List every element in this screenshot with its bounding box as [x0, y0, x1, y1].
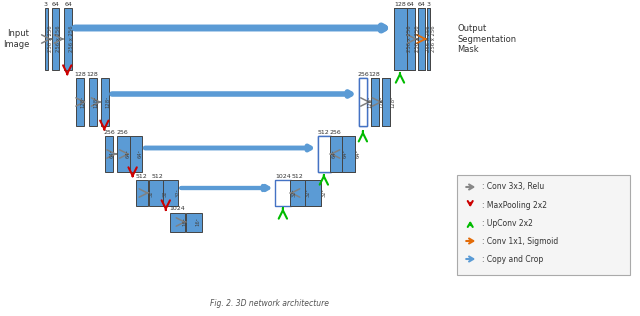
Text: 256: 256	[357, 71, 369, 76]
Bar	[290, 180, 305, 206]
Bar	[275, 180, 291, 206]
Bar	[76, 78, 84, 126]
Text: 128: 128	[394, 2, 406, 7]
Bar	[342, 136, 355, 172]
Text: 1024: 1024	[170, 206, 186, 211]
Text: 3: 3	[426, 2, 430, 7]
Text: 256 x 256: 256 x 256	[415, 26, 420, 52]
Text: Input
Image: Input Image	[3, 29, 29, 49]
Bar	[117, 136, 130, 172]
Bar	[130, 136, 142, 172]
Bar	[64, 8, 72, 70]
Bar	[383, 78, 390, 126]
Text: 256 x 256: 256 x 256	[68, 26, 74, 52]
Text: : Conv 1x1, Sigmoid: : Conv 1x1, Sigmoid	[482, 236, 558, 246]
Text: Fig. 2. 3D network architecture: Fig. 2. 3D network architecture	[210, 299, 329, 308]
Text: 512: 512	[151, 173, 163, 179]
Bar	[394, 8, 407, 70]
Text: : Copy and Crop: : Copy and Crop	[482, 254, 543, 264]
Bar	[417, 8, 426, 70]
Bar	[330, 136, 342, 172]
Bar	[359, 78, 367, 126]
Bar	[318, 136, 331, 172]
Text: 256 x 256: 256 x 256	[56, 26, 61, 52]
Text: 16²: 16²	[183, 217, 188, 227]
Text: 128: 128	[87, 71, 99, 76]
Text: 1024: 1024	[275, 173, 291, 179]
Bar	[170, 213, 186, 232]
Bar	[407, 8, 415, 70]
Text: 512: 512	[136, 173, 147, 179]
Text: 32²: 32²	[176, 189, 181, 198]
Bar	[305, 180, 321, 206]
Bar	[290, 180, 305, 206]
Text: 128²: 128²	[367, 96, 372, 108]
Bar	[383, 78, 390, 126]
Text: : Conv 3x3, Relu: : Conv 3x3, Relu	[482, 183, 544, 191]
Bar	[52, 8, 60, 70]
Bar	[106, 136, 113, 172]
Text: 64²: 64²	[125, 149, 131, 158]
Text: 256: 256	[330, 130, 342, 135]
Text: 64: 64	[407, 2, 415, 7]
Text: 256: 256	[117, 130, 129, 135]
Text: 64²: 64²	[138, 149, 143, 158]
Text: 32²: 32²	[291, 189, 296, 198]
Text: 128²: 128²	[81, 96, 85, 108]
Text: 64: 64	[52, 2, 60, 7]
Bar	[330, 136, 342, 172]
Text: 128²: 128²	[379, 96, 384, 108]
Text: 3: 3	[44, 2, 48, 7]
Bar	[45, 8, 48, 70]
Text: 128²: 128²	[106, 96, 111, 108]
Text: 256 x 256: 256 x 256	[426, 26, 431, 52]
Bar	[371, 78, 378, 126]
Bar	[456, 175, 630, 275]
Bar	[394, 8, 407, 70]
Text: 64²: 64²	[109, 149, 115, 158]
Bar	[101, 78, 109, 126]
Text: 64²: 64²	[343, 149, 348, 158]
Bar	[163, 180, 179, 206]
Bar	[275, 180, 291, 206]
Bar	[318, 136, 331, 172]
Bar	[342, 136, 355, 172]
Bar	[417, 8, 426, 70]
Text: 64: 64	[417, 2, 426, 7]
Text: 32²: 32²	[148, 189, 154, 198]
Text: 256 x 256: 256 x 256	[431, 26, 436, 52]
Text: 64²: 64²	[331, 149, 336, 158]
Text: 32²: 32²	[163, 189, 168, 198]
Text: 128²: 128²	[93, 96, 98, 108]
Text: 512: 512	[318, 130, 330, 135]
Text: 256 x 256: 256 x 256	[48, 26, 53, 52]
Bar	[149, 180, 165, 206]
Text: Output
Segmentation
Mask: Output Segmentation Mask	[458, 24, 516, 54]
Bar	[305, 180, 321, 206]
Bar	[89, 78, 97, 126]
Text: : UpConv 2x2: : UpConv 2x2	[482, 218, 533, 228]
Text: 128²: 128²	[390, 96, 396, 108]
Text: : MaxPooling 2x2: : MaxPooling 2x2	[482, 200, 547, 210]
Bar	[407, 8, 415, 70]
Bar	[136, 180, 148, 206]
Bar	[186, 213, 202, 232]
Text: 32²: 32²	[321, 189, 326, 198]
Bar	[428, 8, 430, 70]
Text: 256 x 256: 256 x 256	[407, 26, 412, 52]
Text: 256: 256	[103, 130, 115, 135]
Text: 512: 512	[292, 173, 303, 179]
Bar	[371, 78, 378, 126]
Text: 32²: 32²	[306, 189, 311, 198]
Text: 128: 128	[74, 71, 86, 76]
Text: 64: 64	[64, 2, 72, 7]
Text: 16²: 16²	[196, 217, 200, 227]
Text: 128: 128	[369, 71, 380, 76]
Bar	[428, 8, 430, 70]
Text: 64²: 64²	[356, 149, 360, 158]
Bar	[359, 78, 367, 126]
